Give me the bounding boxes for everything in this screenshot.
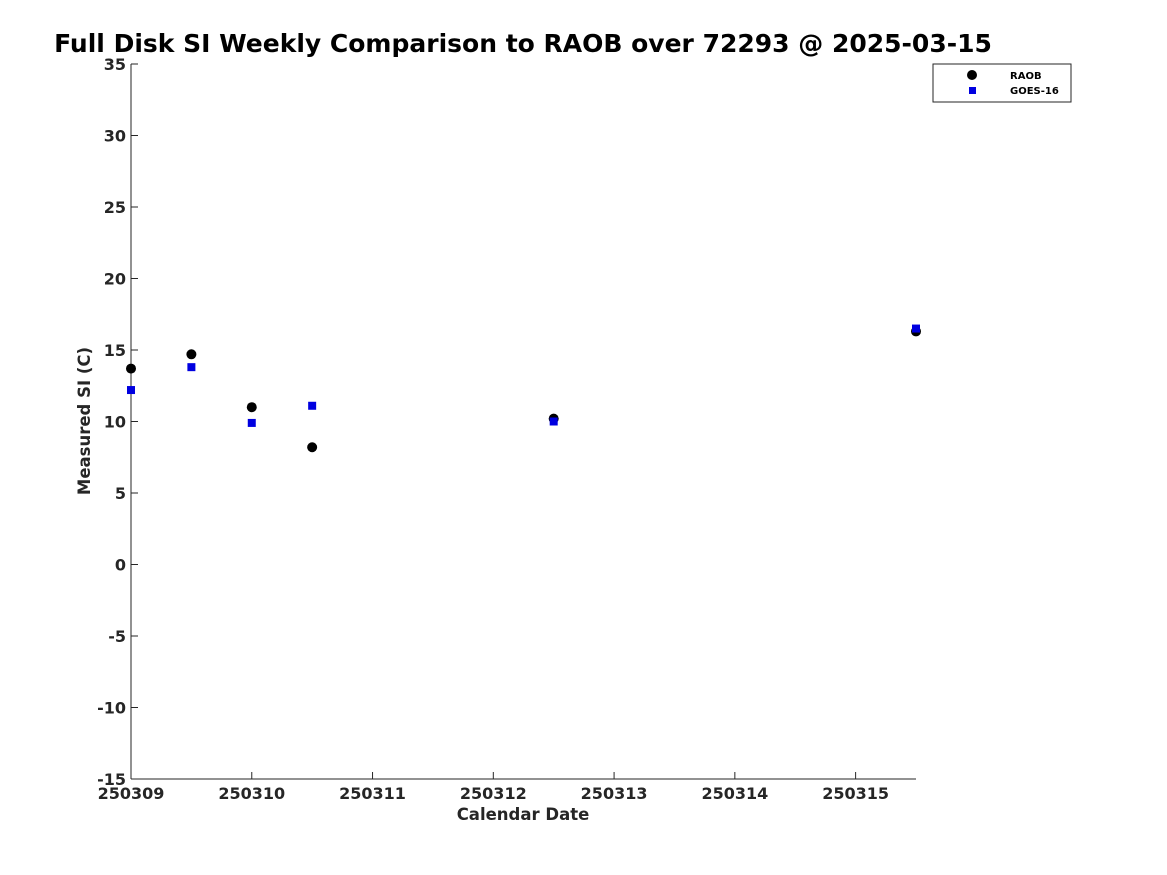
chart-title: Full Disk SI Weekly Comparison to RAOB o… — [54, 29, 992, 58]
legend-marker-goes16 — [969, 87, 976, 94]
y-tick-label: 20 — [104, 270, 126, 289]
data-point-raob — [126, 363, 136, 374]
y-tick-label: 10 — [104, 413, 126, 432]
y-tick-label: 5 — [115, 484, 126, 503]
x-tick-label: 250310 — [218, 784, 285, 803]
y-tick-label: 0 — [115, 556, 126, 575]
x-tick-label: 250312 — [460, 784, 527, 803]
legend-label-goes16: GOES-16 — [1010, 86, 1059, 97]
data-point-raob — [246, 402, 257, 413]
y-tick-label: 15 — [104, 341, 126, 360]
y-tick-label: 30 — [104, 127, 126, 146]
data-point-goes16 — [127, 386, 135, 395]
y-tick-label: 25 — [104, 198, 126, 217]
x-tick-label: 250315 — [822, 784, 889, 803]
x-tick-label: 250314 — [701, 784, 768, 803]
x-tick-label: 250313 — [581, 784, 648, 803]
legend: RAOB GOES-16 — [932, 63, 1072, 103]
data-point-raob — [307, 442, 318, 453]
y-tick-label: -10 — [97, 699, 126, 718]
data-point-raob — [186, 349, 197, 360]
y-ticks: -15 -10 -5 0 5 10 15 20 25 30 35 — [97, 55, 138, 789]
y-axis-label: Measured SI (C) — [75, 347, 94, 495]
legend-marker-raob — [967, 70, 977, 80]
y-tick-label: 35 — [104, 55, 126, 74]
x-ticks: 250309 250310 250311 250312 250313 250314 2503… — [98, 772, 889, 803]
data-point-goes16 — [549, 417, 558, 426]
data-point-goes16 — [247, 418, 256, 427]
x-axis-label: Calendar Date — [457, 805, 590, 824]
data-point-goes16 — [187, 363, 196, 372]
legend-label-raob: RAOB — [1010, 71, 1042, 82]
y-tick-label: -15 — [97, 770, 126, 789]
x-tick-label: 250311 — [339, 784, 406, 803]
data-points — [126, 324, 921, 453]
data-point-goes16 — [912, 324, 920, 333]
data-point-goes16 — [308, 401, 317, 410]
x-tick-label: 250309 — [98, 784, 165, 803]
legend-box — [932, 63, 1072, 103]
y-tick-label: -5 — [108, 627, 126, 646]
